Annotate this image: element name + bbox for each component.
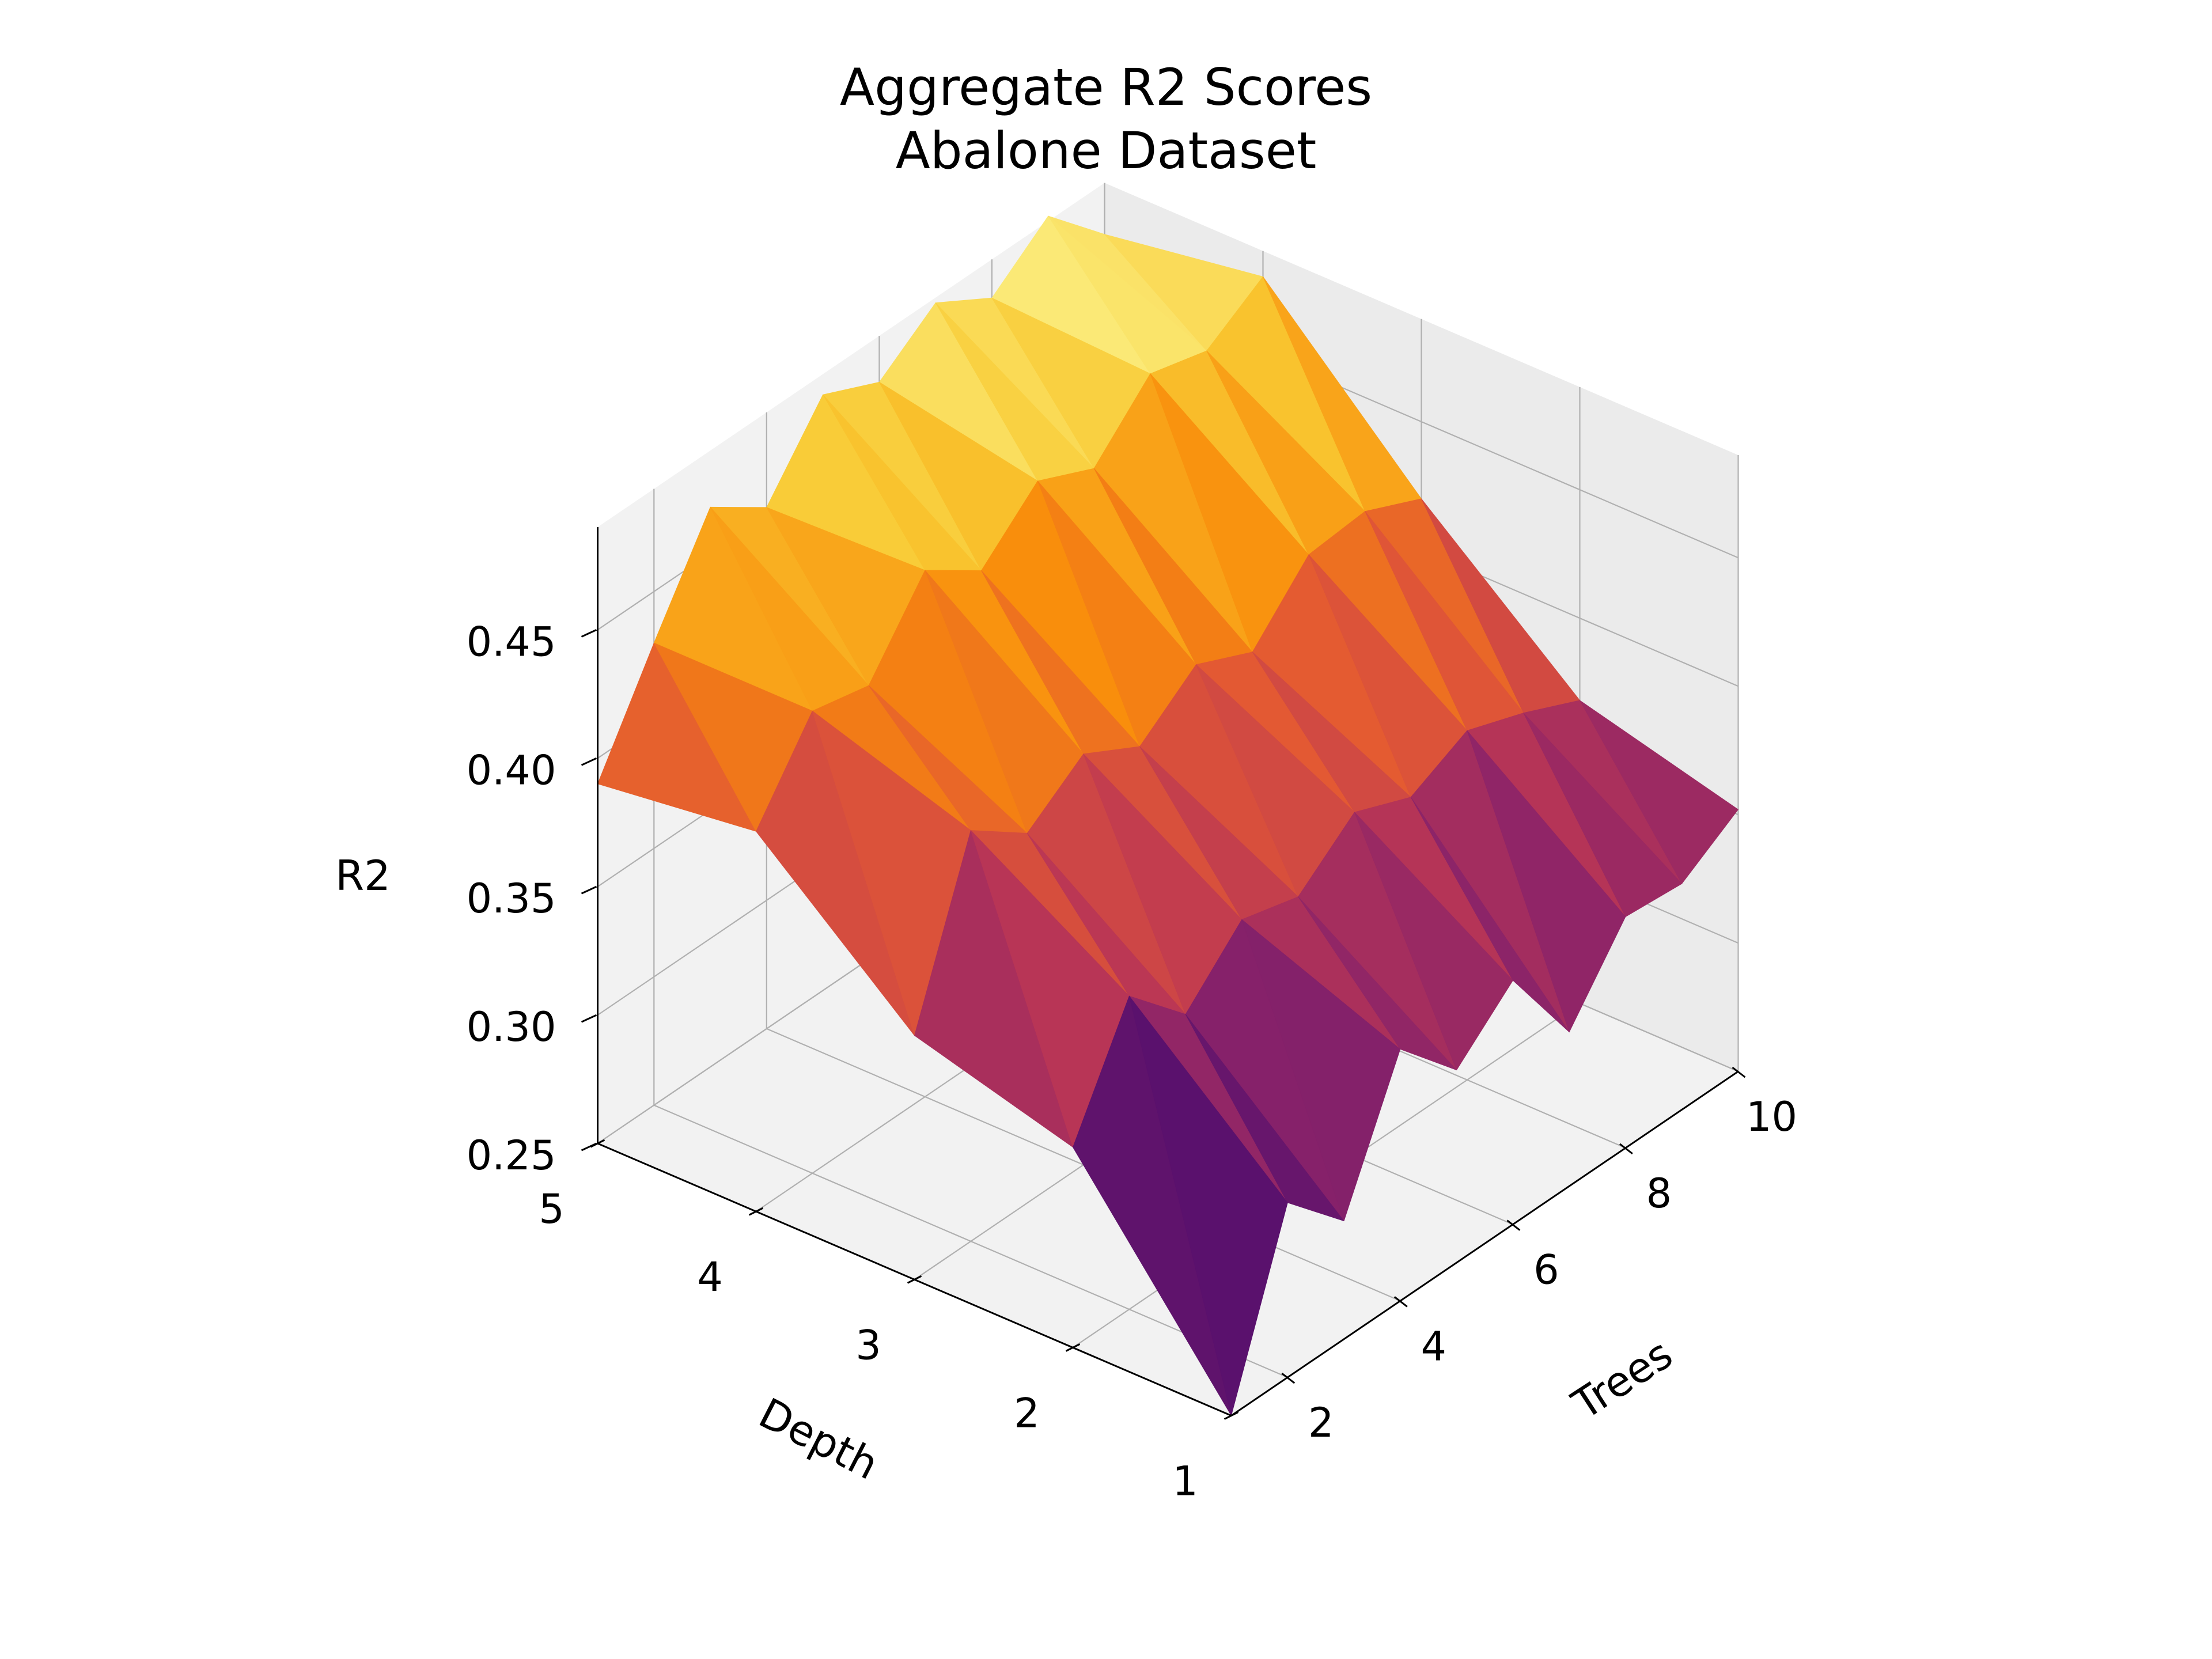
trees-axis-label: Trees [1563,1330,1681,1429]
depth-tick-label: 3 [855,1321,881,1369]
trees-axis-line [1230,1070,1739,1416]
trees-tick-label: 6 [1533,1247,1559,1294]
r2-tick [581,628,597,638]
depth-tick [907,1275,922,1284]
surface-facet [1580,700,1738,884]
r2-tick [581,757,597,766]
chart-title: Aggregate R2 Scores [839,58,1373,117]
axis-labels: 246810123450.250.300.350.400.45TreesDept… [335,618,1797,1505]
trees-tick-label: 10 [1746,1093,1797,1141]
r2-tick-label: 0.35 [467,875,556,922]
surface-plot [597,215,1738,1416]
depth-tick-label: 1 [1172,1458,1198,1505]
trees-tick [1393,1296,1408,1308]
r2-axis-label: R2 [335,851,391,900]
r2-tick-label: 0.40 [467,747,556,794]
r2-tick [581,1142,597,1152]
surface-facet [1410,797,1570,1033]
depth-tick [1224,1411,1239,1420]
trees-tick [1506,1219,1521,1231]
surface-facet [1128,995,1288,1416]
depth-tick [748,1207,764,1216]
surface-facet [1185,1014,1344,1222]
surface-facet [1298,896,1457,1070]
depth-tick-label: 5 [539,1185,565,1233]
r2-tick-label: 0.30 [467,1003,556,1051]
depth-tick-label: 4 [697,1253,723,1301]
trees-tick [1619,1143,1633,1154]
depth-axis-label: Depth [752,1389,887,1489]
r2-tick-label: 0.25 [467,1132,556,1179]
tick-marks [581,628,1746,1420]
trees-tick-label: 4 [1421,1323,1447,1370]
depth-tick-label: 2 [1014,1389,1040,1437]
r2-tick-label: 0.45 [467,618,556,665]
r2-tick [581,885,597,895]
r2-tick [581,1014,597,1023]
trees-tick-label: 8 [1646,1170,1672,1217]
surface-facet [1523,713,1683,917]
trees-tick [1732,1066,1746,1078]
chart-subtitle: Abalone Dataset [895,121,1317,180]
trees-tick-label: 2 [1308,1399,1334,1446]
surface-facet [1241,919,1401,1222]
surface-facet [1354,812,1513,1070]
trees-tick [1281,1372,1296,1384]
depth-tick [1065,1343,1081,1352]
surface-facet [1467,730,1626,1033]
